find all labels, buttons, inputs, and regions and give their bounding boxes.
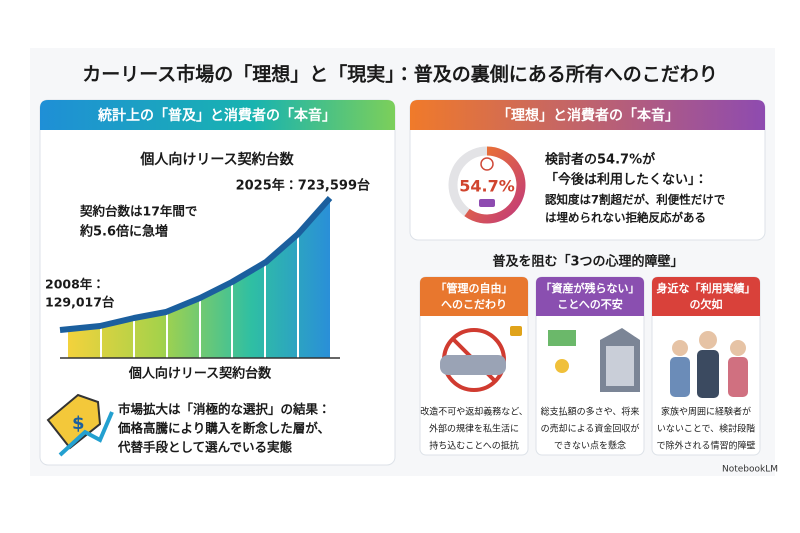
card <box>535 276 645 456</box>
card-text: 持ち込むことへの抵抗 <box>429 440 519 452</box>
right-text: 「今後は利用したくない」： <box>545 172 708 188</box>
card-title: の欠如 <box>690 297 723 311</box>
axis-label: 個人向けリース契約台数 <box>128 366 272 382</box>
card-text: 外部の規律を私生活に <box>429 423 519 435</box>
svg-text:$: $ <box>72 413 85 434</box>
subheading: 普及を阻む「3つの心理的障壁」 <box>492 254 683 270</box>
ring-label: 54.7% <box>459 177 515 196</box>
card-text: 家族や周囲に経験者が <box>661 406 751 418</box>
card-title: 身近な「利用実績」 <box>657 281 756 295</box>
card <box>419 276 529 456</box>
note-line: 市場拡大は「消極的な選択」の結果： <box>118 402 331 417</box>
card-text: の売却による資金回収が <box>541 423 640 435</box>
note-line: 価格高騰により購入を断念した層が、 <box>117 421 330 436</box>
note-line: 代替手段として選んでいる実態 <box>117 440 293 455</box>
left-header-bar <box>40 100 395 130</box>
card-title: 「管理の自由」 <box>436 281 513 295</box>
card <box>651 276 761 456</box>
footer: NotebookLM <box>722 465 778 475</box>
card-text: 総支払額の多さや、将来 <box>541 406 640 418</box>
chart-title: 個人向けリース契約台数 <box>139 151 294 168</box>
ring-arc <box>464 146 526 224</box>
card-text: いないことで、検討段階 <box>657 423 755 435</box>
growth-graphic <box>59 196 340 359</box>
right-text: は埋められない拒絶反応がある <box>545 211 706 225</box>
card-title: へのこだわり <box>441 298 507 311</box>
end-label: 2025年：723,599台 <box>236 178 370 194</box>
left-header: 統計上の「普及」と消費者の「本音」 <box>97 107 336 124</box>
growth-line: 約5.6倍に急増 <box>79 224 168 240</box>
start-label: 129,017台 <box>45 295 115 310</box>
title: カーリース市場の「理想」と「現実」：普及の裏側にある所有へのこだわり <box>82 63 718 86</box>
card-text: 改造不可や返却義務など、 <box>420 406 528 418</box>
right-header-bar <box>410 100 765 130</box>
card-title: ことへの不安 <box>557 297 622 311</box>
card-text: で除外される情習的障壁 <box>656 440 755 452</box>
right-text: 検討者の54.7%が <box>545 152 655 168</box>
no-icon <box>480 157 494 171</box>
car-icon <box>479 199 495 207</box>
card-text: できない点を懸念 <box>554 440 626 452</box>
right-header: 「理想」と消費者の「本音」 <box>497 107 679 124</box>
right-text: 認知度は7割超だが、利便性だけで <box>545 193 725 207</box>
card-title: 「資産が残らない」 <box>541 281 640 295</box>
start-label: 2008年： <box>45 277 105 292</box>
growth-line: 契約台数は17年間で <box>79 204 197 219</box>
price-tag-icon: $ <box>46 393 114 457</box>
